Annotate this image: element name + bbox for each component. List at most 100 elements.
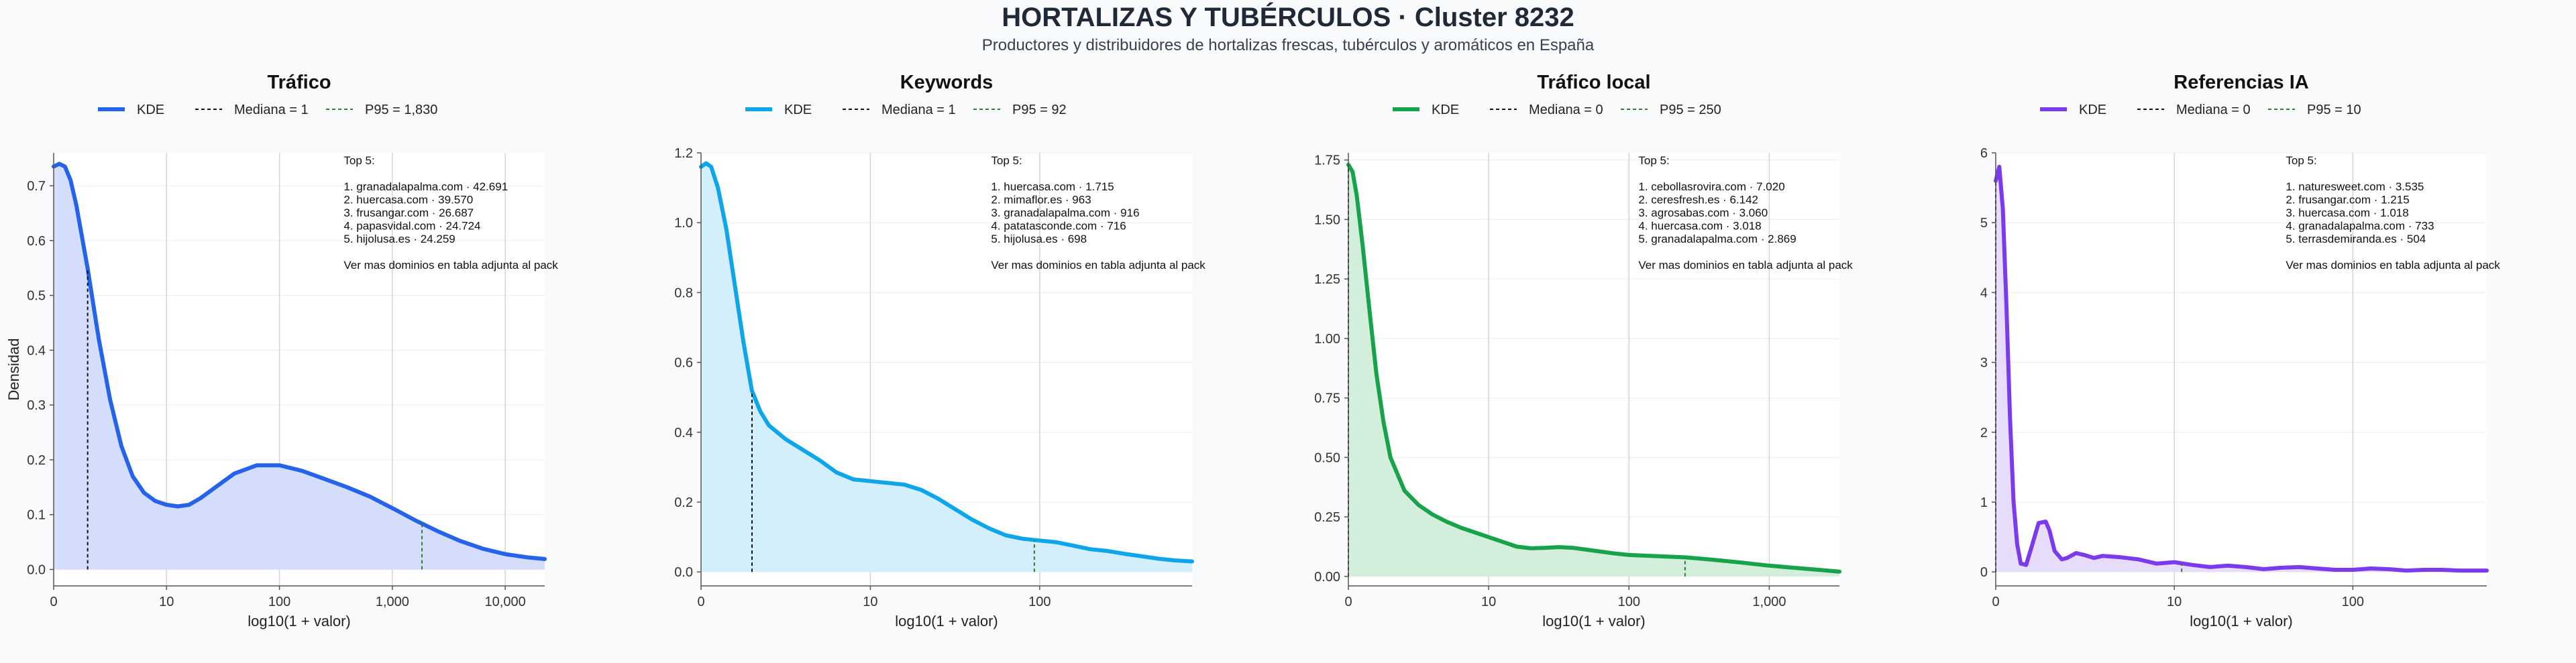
- y-tick-label: 0.6: [674, 356, 693, 371]
- y-tick-label: 0.25: [1314, 510, 1340, 525]
- legend-label: Mediana = 0: [1529, 103, 1603, 117]
- y-tick-label: 1.50: [1314, 213, 1340, 227]
- x-tick-label: 0: [50, 595, 57, 609]
- x-tick-label: 10: [2167, 595, 2182, 609]
- y-tick-label: 0.4: [27, 343, 46, 358]
- y-tick-label: 0.0: [27, 562, 46, 577]
- top5-line: Ver mas dominios en tabla adjunta al pac…: [1638, 259, 1853, 272]
- y-tick-label: 4: [1980, 286, 1988, 300]
- y-tick-label: 1.0: [674, 216, 693, 231]
- legend-label: KDE: [137, 103, 164, 117]
- top5-line: 1. naturesweet.com · 3.535: [2286, 180, 2424, 193]
- x-tick-label: 100: [268, 595, 290, 609]
- plot-area: [1996, 153, 2487, 586]
- panel-title: Tráfico local: [1537, 72, 1650, 93]
- top5-line: 3. granadalapalma.com · 916: [991, 206, 1139, 219]
- y-tick-label: 1.2: [674, 146, 693, 161]
- legend-label: Mediana = 0: [2176, 103, 2251, 117]
- top5-line: Top 5:: [2286, 154, 2316, 167]
- y-tick-label: 0.00: [1314, 570, 1340, 585]
- x-tick-label: 10: [1481, 595, 1496, 609]
- top5-line: Top 5:: [343, 154, 374, 167]
- y-tick-label: 0.2: [674, 495, 693, 510]
- top5-line: 1. huercasa.com · 1.715: [991, 180, 1114, 193]
- top5-line: 1. granadalapalma.com · 42.691: [343, 180, 508, 193]
- x-axis-label: log10(1 + valor): [895, 613, 998, 629]
- x-tick-label: 0: [1344, 595, 1352, 609]
- top5-line: Top 5:: [1638, 154, 1669, 167]
- kde-area: [1996, 166, 2487, 572]
- x-axis-label: log10(1 + valor): [1542, 613, 1645, 629]
- legend-label: P95 = 1,830: [365, 103, 437, 117]
- top5-line: Ver mas dominios en tabla adjunta al pac…: [2286, 259, 2500, 272]
- top5-line: 2. huercasa.com · 39.570: [343, 194, 473, 206]
- y-tick-label: 0.6: [27, 234, 46, 249]
- y-tick-label: 0.3: [27, 398, 46, 413]
- chart-panel-2: 0.0 0.2 0.4 0.6 0.8 1.0 1.2 0 10 100 log10(1 + val…: [674, 72, 1205, 629]
- top5-line: 4. patatasconde.com · 716: [991, 220, 1126, 233]
- chart-panel-1: 0.0 0.1 0.2 0.3 0.4 0.5 0.6 0.7 0 10 100 1,000 10,00…: [5, 72, 558, 629]
- x-axis-label: log10(1 + valor): [2190, 613, 2292, 629]
- x-tick-label: 10,000: [485, 595, 526, 609]
- top5-line: 2. ceresfresh.es · 6.142: [1638, 194, 1758, 206]
- kde-line: [1994, 164, 2489, 573]
- top5-line: 3. agrosabas.com · 3.060: [1638, 206, 1768, 219]
- kde-area: [701, 163, 1192, 572]
- legend-label: KDE: [1432, 103, 1459, 117]
- y-axis-label: Densidad: [5, 339, 22, 401]
- x-tick-label: 10: [159, 595, 174, 609]
- top5-line: 2. mimaflor.es · 963: [991, 194, 1091, 206]
- y-tick-label: 1.00: [1314, 332, 1340, 347]
- legend-label: KDE: [784, 103, 812, 117]
- y-tick-label: 0: [1980, 565, 1988, 580]
- y-tick-label: 0.50: [1314, 450, 1340, 465]
- chart-panel-3: 0.00 0.25 0.50 0.75 1.00 1.25 1.50 1.75 0 10 100 1,…: [1314, 72, 1853, 629]
- x-tick-label: 100: [1028, 595, 1051, 609]
- legend-label: P95 = 10: [2307, 103, 2361, 117]
- figure-title: HORTALIZAS Y TUBÉRCULOS · Cluster 8232: [1002, 3, 1574, 32]
- legend-label: KDE: [2079, 103, 2106, 117]
- y-tick-label: 0.4: [674, 426, 693, 440]
- y-tick-label: 0.1: [27, 508, 46, 523]
- top5-line: 4. granadalapalma.com · 733: [2286, 220, 2434, 233]
- top5-line: 4. papasvidal.com · 24.724: [343, 220, 480, 233]
- panel-title: Referencias IA: [2174, 72, 2309, 93]
- chart-panel-4: 0 1 2 3 4 5 6 0 10 100 log10(1 + valor) Referencias…: [1980, 72, 2500, 629]
- kde-area: [1348, 164, 1839, 577]
- y-tick-label: 1: [1980, 495, 1988, 510]
- y-tick-label: 0.7: [27, 179, 46, 194]
- y-tick-label: 0.0: [674, 565, 693, 580]
- x-tick-label: 1,000: [376, 595, 409, 609]
- top5-line: Top 5:: [991, 154, 1022, 167]
- x-tick-label: 100: [1618, 595, 1640, 609]
- y-tick-label: 0.8: [674, 286, 693, 300]
- top5-line: 5. granadalapalma.com · 2.869: [1638, 233, 1796, 245]
- kde-line: [1346, 162, 1841, 574]
- top5-line: Ver mas dominios en tabla adjunta al pac…: [991, 259, 1205, 272]
- figure-subtitle: Productores y distribuidores de hortaliz…: [981, 36, 1595, 54]
- y-tick-label: 0.2: [27, 453, 46, 468]
- top5-line: 3. huercasa.com · 1.018: [2286, 206, 2408, 219]
- x-tick-label: 0: [697, 595, 704, 609]
- x-tick-label: 0: [1992, 595, 1999, 609]
- top5-line: 5. terrasdemiranda.es · 504: [2286, 233, 2426, 245]
- kde-area: [54, 164, 545, 570]
- top5-line: 4. huercasa.com · 3.018: [1638, 220, 1761, 233]
- y-tick-label: 1.25: [1314, 272, 1340, 287]
- x-tick-label: 1,000: [1752, 595, 1786, 609]
- y-tick-label: 0.75: [1314, 391, 1340, 406]
- y-tick-label: 0.5: [27, 289, 46, 304]
- y-tick-label: 5: [1980, 216, 1988, 231]
- top5-line: 1. cebollasrovira.com · 7.020: [1638, 180, 1784, 193]
- kde-line: [52, 162, 547, 561]
- x-tick-label: 100: [2342, 595, 2364, 609]
- legend-label: P95 = 250: [1660, 103, 1721, 117]
- top5-line: Ver mas dominios en tabla adjunta al pac…: [343, 259, 558, 272]
- y-tick-label: 3: [1980, 356, 1988, 371]
- top5-line: 2. frusangar.com · 1.215: [2286, 194, 2409, 206]
- legend-label: Mediana = 1: [881, 103, 956, 117]
- top5-line: 3. frusangar.com · 26.687: [343, 206, 474, 219]
- kde-line: [699, 161, 1194, 564]
- x-axis-label: log10(1 + valor): [248, 613, 350, 629]
- legend-label: Mediana = 1: [234, 103, 309, 117]
